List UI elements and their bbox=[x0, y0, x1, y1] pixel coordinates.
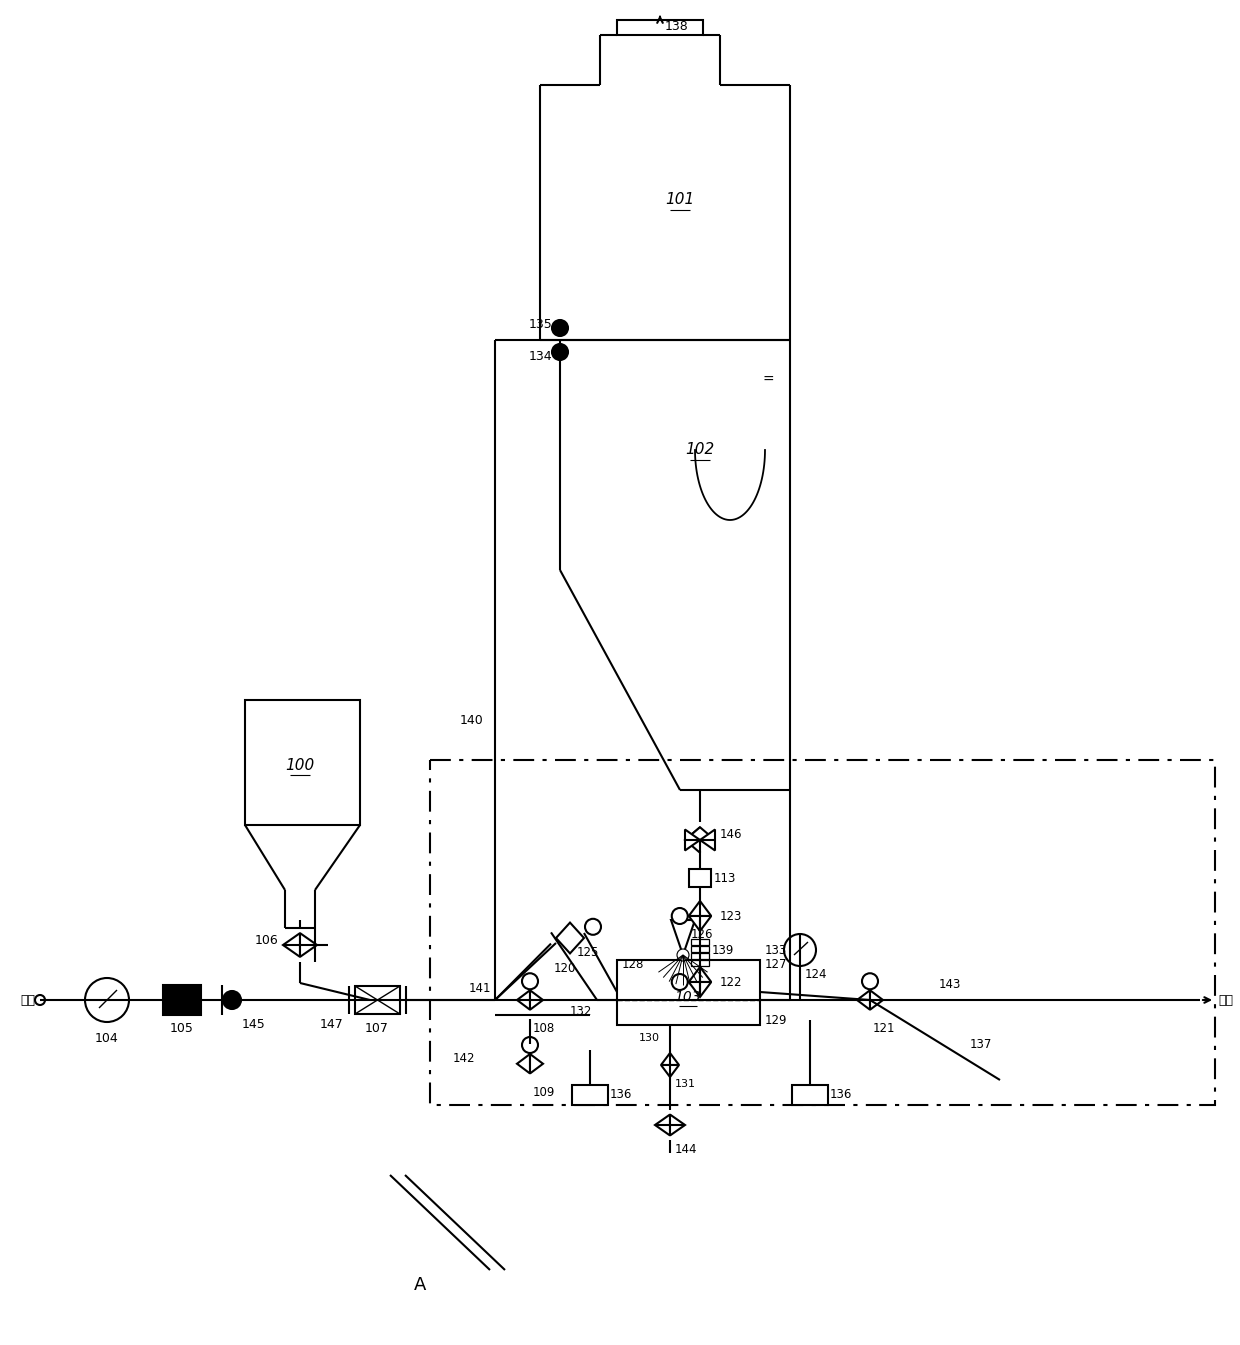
Text: 143: 143 bbox=[939, 979, 961, 991]
Text: 140: 140 bbox=[459, 713, 484, 726]
Text: 134: 134 bbox=[528, 350, 552, 363]
Polygon shape bbox=[529, 1054, 543, 1073]
Text: =: = bbox=[763, 373, 774, 387]
Text: 100: 100 bbox=[285, 757, 315, 772]
Text: 123: 123 bbox=[720, 909, 743, 923]
Circle shape bbox=[522, 1037, 538, 1053]
Polygon shape bbox=[870, 990, 883, 1010]
Text: 125: 125 bbox=[577, 946, 599, 959]
Text: 135: 135 bbox=[528, 317, 552, 331]
Text: 108: 108 bbox=[533, 1022, 556, 1036]
Text: 137: 137 bbox=[970, 1038, 992, 1052]
Text: 145: 145 bbox=[242, 1018, 265, 1032]
Polygon shape bbox=[684, 827, 701, 853]
Circle shape bbox=[862, 974, 878, 990]
Text: 105: 105 bbox=[170, 1022, 193, 1036]
Bar bbox=[792, 1085, 828, 1106]
Polygon shape bbox=[529, 990, 543, 1010]
Text: 128: 128 bbox=[622, 959, 645, 971]
Polygon shape bbox=[517, 1054, 529, 1073]
Text: 120: 120 bbox=[554, 962, 577, 975]
Text: 113: 113 bbox=[714, 872, 737, 885]
Bar bbox=[691, 960, 709, 966]
Bar bbox=[572, 1085, 608, 1106]
Polygon shape bbox=[655, 1115, 670, 1135]
Text: 103: 103 bbox=[675, 990, 702, 1003]
Polygon shape bbox=[661, 1065, 680, 1077]
Text: 136: 136 bbox=[610, 1088, 632, 1102]
Polygon shape bbox=[670, 1115, 684, 1135]
Text: 146: 146 bbox=[720, 827, 743, 841]
Bar bbox=[691, 939, 709, 946]
Text: 109: 109 bbox=[533, 1085, 556, 1099]
Text: 136: 136 bbox=[830, 1088, 852, 1102]
Text: 141: 141 bbox=[469, 982, 491, 994]
Circle shape bbox=[677, 950, 689, 960]
Polygon shape bbox=[556, 923, 584, 954]
Bar bbox=[618, 960, 760, 1025]
Bar bbox=[618, 20, 703, 35]
Circle shape bbox=[784, 933, 816, 966]
Text: 139: 139 bbox=[712, 943, 734, 956]
Circle shape bbox=[86, 978, 129, 1022]
Text: 127: 127 bbox=[765, 959, 787, 971]
Circle shape bbox=[552, 344, 568, 360]
Text: 124: 124 bbox=[805, 968, 827, 981]
Polygon shape bbox=[688, 901, 712, 916]
Bar bbox=[246, 699, 360, 824]
Text: 129: 129 bbox=[765, 1014, 787, 1026]
Bar bbox=[689, 869, 711, 886]
Text: 130: 130 bbox=[639, 1033, 660, 1042]
Text: 147: 147 bbox=[320, 1018, 343, 1032]
Circle shape bbox=[552, 320, 568, 336]
Text: 121: 121 bbox=[873, 1022, 895, 1036]
Text: 133: 133 bbox=[765, 943, 787, 956]
Bar bbox=[355, 986, 401, 1014]
Circle shape bbox=[35, 995, 45, 1005]
Text: 126: 126 bbox=[691, 928, 713, 942]
Polygon shape bbox=[857, 990, 870, 1010]
Circle shape bbox=[672, 908, 688, 924]
Text: 142: 142 bbox=[453, 1052, 475, 1065]
Text: 气源: 气源 bbox=[20, 994, 35, 1006]
Polygon shape bbox=[684, 827, 715, 841]
Text: 102: 102 bbox=[686, 443, 714, 457]
Polygon shape bbox=[688, 982, 712, 997]
Polygon shape bbox=[688, 916, 712, 931]
Text: 出口: 出口 bbox=[1218, 994, 1233, 1006]
Circle shape bbox=[585, 919, 601, 935]
Polygon shape bbox=[517, 990, 529, 1010]
Bar bbox=[430, 760, 1215, 1106]
Circle shape bbox=[522, 974, 538, 990]
Polygon shape bbox=[688, 967, 712, 982]
Text: A: A bbox=[414, 1276, 427, 1294]
Circle shape bbox=[223, 991, 241, 1009]
Polygon shape bbox=[684, 830, 701, 850]
Text: 122: 122 bbox=[720, 975, 743, 989]
Polygon shape bbox=[701, 830, 715, 850]
Circle shape bbox=[672, 974, 688, 990]
Polygon shape bbox=[671, 920, 694, 955]
Bar bbox=[162, 985, 201, 1015]
Text: 104: 104 bbox=[95, 1032, 119, 1045]
Text: 131: 131 bbox=[675, 1079, 696, 1089]
Bar bbox=[691, 946, 709, 952]
Text: 107: 107 bbox=[365, 1022, 389, 1036]
Text: 101: 101 bbox=[666, 192, 694, 207]
Polygon shape bbox=[300, 933, 317, 956]
Text: 138: 138 bbox=[665, 20, 688, 34]
Polygon shape bbox=[283, 933, 300, 956]
Text: 144: 144 bbox=[675, 1143, 697, 1155]
Text: 106: 106 bbox=[254, 935, 278, 947]
Bar bbox=[691, 954, 709, 959]
Polygon shape bbox=[661, 1053, 680, 1065]
Text: 132: 132 bbox=[569, 1005, 591, 1018]
